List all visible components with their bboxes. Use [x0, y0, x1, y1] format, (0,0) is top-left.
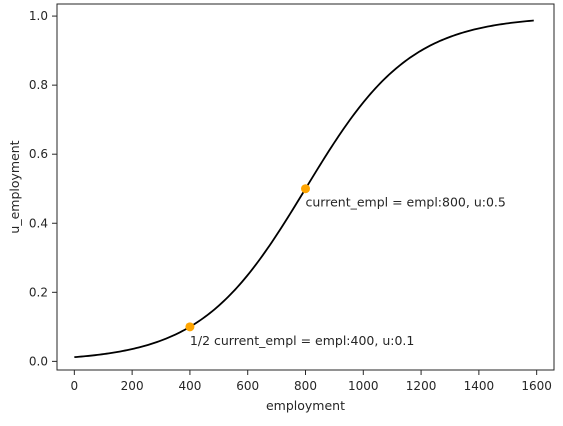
highlight-points: [185, 184, 310, 332]
x-ticks: 0 200 400 600 800 1000 1200 1400 1600: [71, 370, 552, 393]
x-tick-label: 1400: [464, 379, 495, 393]
highlight-point: [185, 322, 195, 332]
x-tick-label: 1600: [521, 379, 552, 393]
annotations: 1/2 current_empl = empl:400, u:0.1 curren…: [190, 195, 506, 348]
x-tick-label: 200: [121, 379, 144, 393]
x-tick-label: 600: [236, 379, 259, 393]
y-tick-label: 0.4: [29, 216, 48, 230]
x-tick-label: 800: [294, 379, 317, 393]
annotation-label: current_empl = empl:800, u:0.5: [306, 195, 506, 210]
x-tick-label: 1000: [348, 379, 379, 393]
x-tick-label: 400: [178, 379, 201, 393]
y-tick-label: 0.6: [29, 147, 48, 161]
highlight-point: [301, 184, 310, 194]
x-tick-label: 1200: [406, 379, 437, 393]
annotation-label: 1/2 current_empl = empl:400, u:0.1: [190, 333, 414, 348]
y-tick-label: 1.0: [29, 9, 48, 23]
y-axis-label: u_employment: [7, 140, 22, 233]
y-tick-label: 0.0: [29, 354, 48, 368]
y-tick-label: 0.8: [29, 78, 48, 92]
y-tick-label: 0.2: [29, 285, 48, 299]
x-axis-label: employment: [266, 398, 345, 413]
y-ticks: 0.0 0.2 0.4 0.6 0.8 1.0: [29, 9, 57, 368]
plot-frame: [56, 3, 555, 371]
x-tick-label: 0: [71, 379, 79, 393]
